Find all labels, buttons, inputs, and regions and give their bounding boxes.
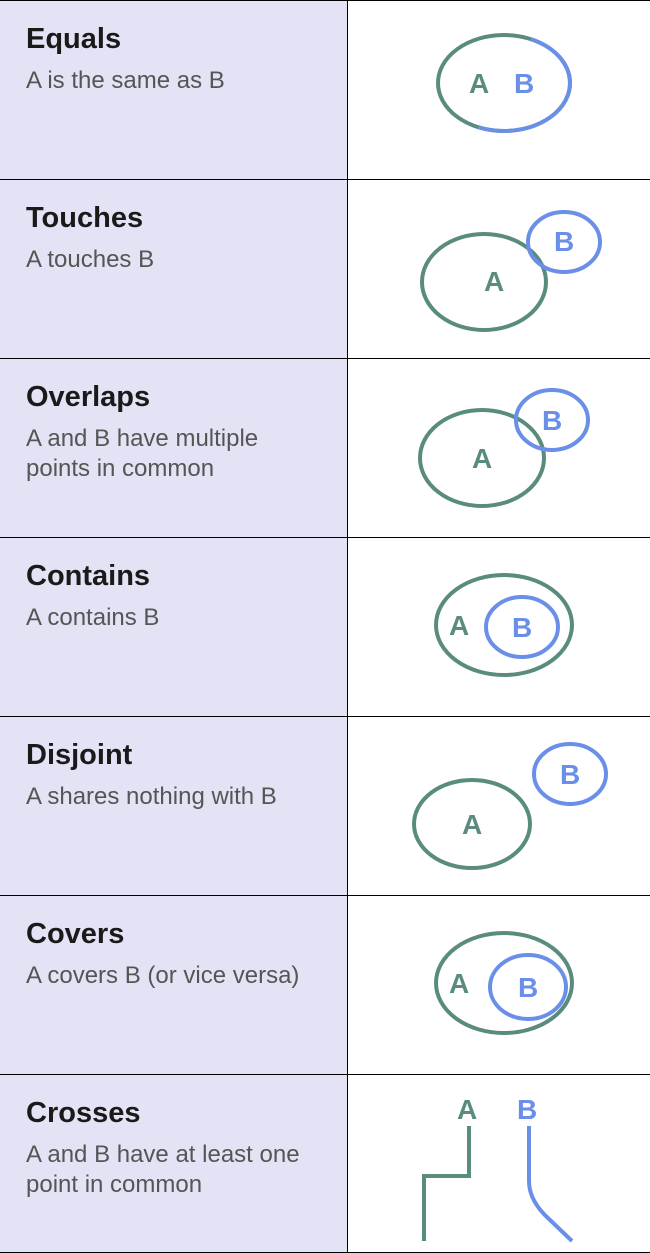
label-b: B [512, 612, 532, 643]
left-cell: Equals A is the same as B [0, 1, 348, 179]
label-b: B [514, 68, 534, 99]
diagram-cell: AB [348, 180, 650, 358]
diagram-equals: AB [354, 8, 644, 173]
relation-title: Disjoint [26, 739, 327, 772]
label-a: A [457, 1094, 477, 1125]
left-cell: Crosses A and B have at least one point i… [0, 1075, 348, 1252]
diagram-cell: AB [348, 1075, 650, 1252]
label-b: B [517, 1094, 537, 1125]
diagram-covers: AB [354, 903, 644, 1068]
relation-desc: A shares nothing with B [26, 782, 327, 812]
label-a: A [449, 968, 469, 999]
row-touches: TouchesA touches BAB [0, 179, 650, 358]
label-a: A [449, 610, 469, 641]
diagram-cell: AB [348, 1, 650, 179]
row-covers: CoversA covers B (or vice versa)AB [0, 895, 650, 1074]
diagram-disjoint: AB [354, 724, 644, 889]
left-cell: Covers A covers B (or vice versa) [0, 896, 348, 1074]
diagram-overlaps: AB [354, 366, 644, 531]
diagram-cell: AB [348, 896, 650, 1074]
left-cell: Touches A touches B [0, 180, 348, 358]
left-cell: Overlaps A and B have multiple points in … [0, 359, 348, 537]
relation-title: Contains [26, 560, 327, 593]
relation-title: Overlaps [26, 381, 327, 414]
diagram-contains: AB [354, 545, 644, 710]
label-b: B [518, 972, 538, 1003]
label-b: B [554, 226, 574, 257]
left-cell: Disjoint A shares nothing with B [0, 717, 348, 895]
diagram-crosses: AB [354, 1081, 644, 1246]
row-overlaps: Overlaps A and B have multiple points in … [0, 358, 650, 537]
left-cell: Contains A contains B [0, 538, 348, 716]
label-b: B [542, 405, 562, 436]
row-contains: ContainsA contains BAB [0, 537, 650, 716]
diagram-cell: AB [348, 359, 650, 537]
spatial-relations-table: EqualsA is the same as BABTouchesA touch… [0, 0, 650, 1253]
diagram-cell: AB [348, 538, 650, 716]
row-equals: Equals A is the same as B AB [0, 0, 650, 179]
label-a: A [484, 266, 504, 297]
relation-desc: A covers B (or vice versa) [26, 961, 327, 991]
label-a: A [469, 68, 489, 99]
relation-desc: A is the same as B [26, 66, 327, 96]
relation-title: Touches [26, 202, 327, 235]
label-a: A [472, 443, 492, 474]
relation-desc: A contains B [26, 603, 327, 633]
relation-title: Crosses [26, 1097, 327, 1130]
label-a: A [462, 809, 482, 840]
relation-title: Equals [26, 23, 327, 56]
relation-desc: A and B have at least one point in commo… [26, 1140, 327, 1200]
row-crosses: Crosses A and B have at least one point i… [0, 1074, 650, 1253]
relation-title: Covers [26, 918, 327, 951]
relation-desc: A and B have multiple points in common [26, 424, 327, 484]
row-disjoint: DisjointA shares nothing with BAB [0, 716, 650, 895]
diagram-touches: AB [354, 187, 644, 352]
label-b: B [560, 759, 580, 790]
relation-desc: A touches B [26, 245, 327, 275]
diagram-cell: AB [348, 717, 650, 895]
